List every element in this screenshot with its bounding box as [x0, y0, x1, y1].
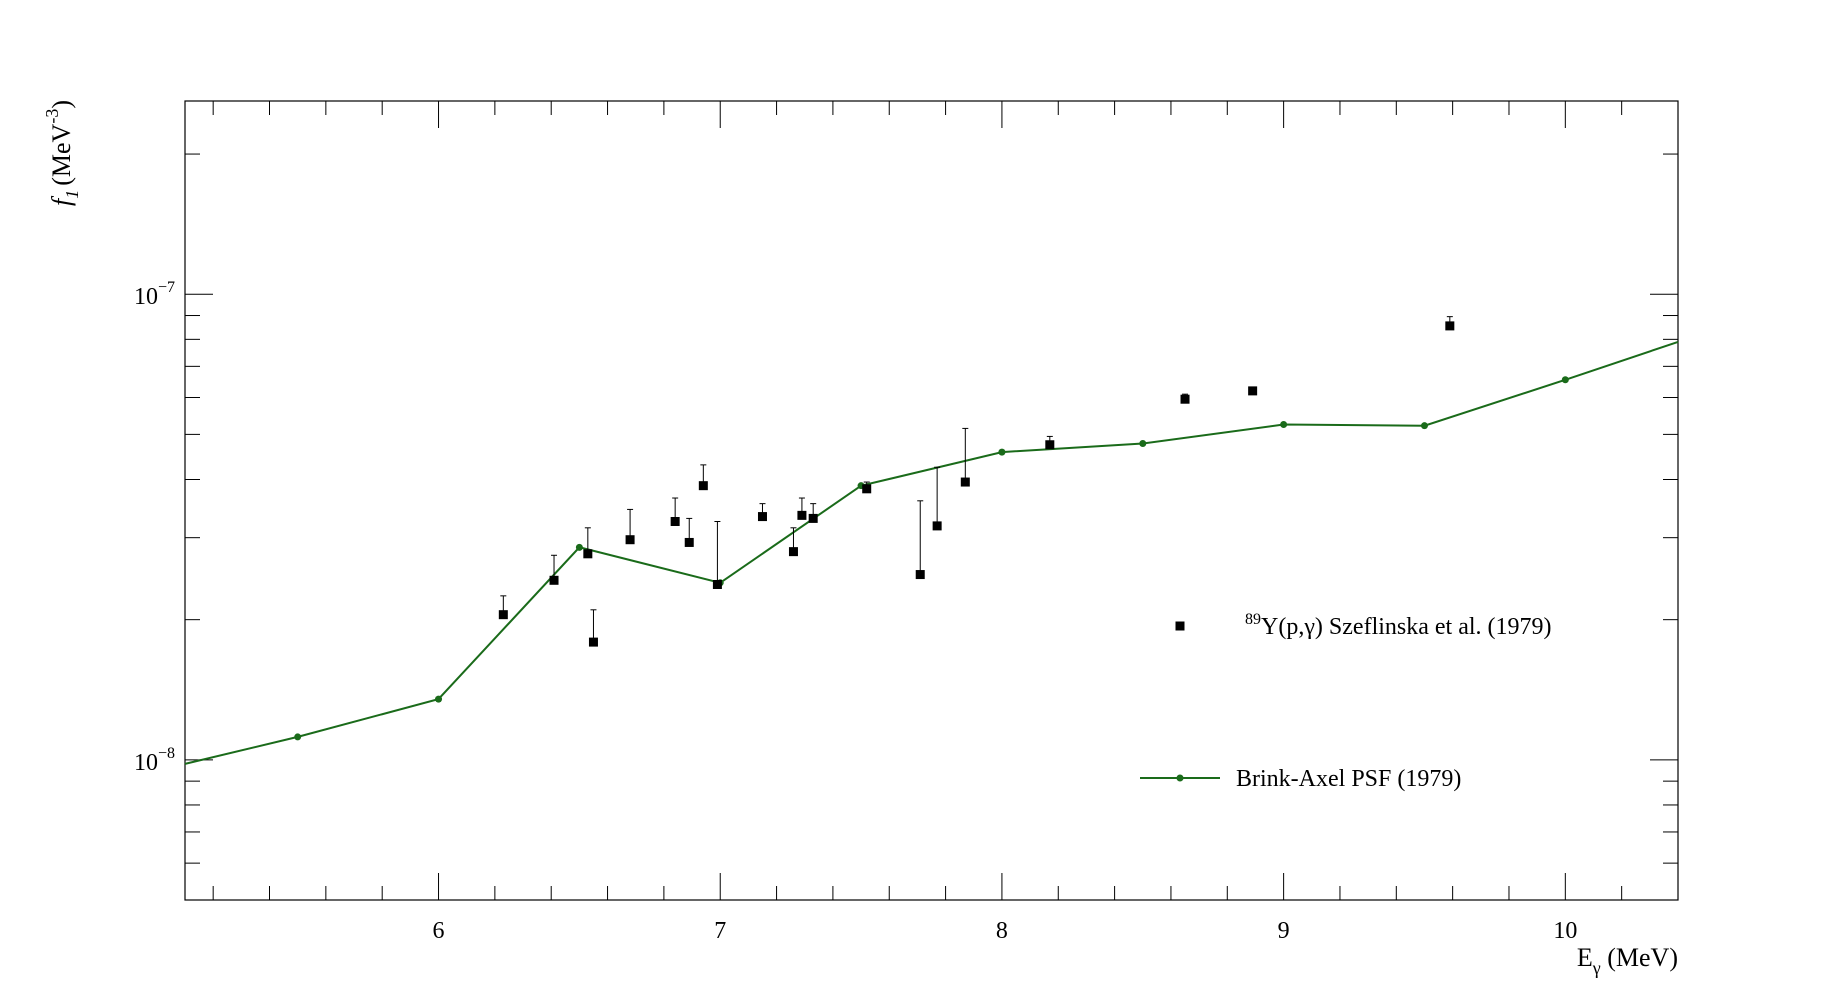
data-point-marker [1045, 440, 1055, 450]
x-tick-label: 10 [1553, 918, 1577, 944]
y-axis-label-close: ) [47, 100, 76, 109]
brink-axel-marker [294, 733, 302, 741]
data-point-marker [498, 610, 508, 620]
x-tick-label: 9 [1278, 918, 1290, 944]
data-point-marker [788, 547, 798, 557]
legend-marker-brink-axel [1176, 774, 1184, 782]
legend-marker-szeflinska [1175, 621, 1185, 631]
y-axis-label: f1 (MeV-3) [42, 100, 82, 206]
y-tick-label: 10−7 [134, 279, 175, 310]
brink-axel-marker [1561, 376, 1569, 384]
data-point-marker [757, 512, 767, 522]
data-point-marker [1248, 386, 1258, 396]
data-point-marker [583, 549, 593, 559]
legend-label-superscript: 89 [1245, 611, 1261, 628]
data-point-marker [1180, 394, 1190, 404]
data-point-marker [712, 579, 722, 589]
axis-labels: Eγ (MeV) f1 (MeV-3) [42, 100, 1678, 978]
brink-axel-marker [998, 448, 1006, 456]
y-axis-label-superscript: -3 [42, 109, 62, 124]
data-point-marker [625, 535, 635, 545]
legend-label-brink-axel: Brink-Axel PSF (1979) [1236, 766, 1461, 792]
y-axis-label-unit: (MeV [47, 123, 76, 185]
y-axis-label-f: f [47, 195, 76, 206]
data-point-marker [915, 570, 925, 580]
y-tick-exponent: −8 [158, 745, 175, 762]
data-point-marker [1445, 321, 1455, 331]
x-tick-label: 7 [714, 918, 726, 944]
x-axis-label-unit: (MeV) [1601, 943, 1678, 972]
data-point-marker [698, 481, 708, 491]
data-point-marker [588, 637, 598, 647]
legend-label-text: Y(p,γ) Szeflinska et al. (1979) [1261, 614, 1552, 640]
brink-axel-marker [1139, 439, 1147, 447]
brink-axel-marker [435, 695, 443, 703]
data-point-marker [797, 510, 807, 520]
data-point-marker [960, 477, 970, 487]
y-axis-label-subscript: 1 [62, 190, 82, 199]
x-axis-label-base: E [1577, 943, 1593, 972]
x-tick-label: 8 [996, 918, 1008, 944]
data-point-marker [549, 575, 559, 585]
data-point-marker [932, 521, 942, 531]
data-point-marker [684, 537, 694, 547]
brink-axel-marker [1280, 421, 1288, 429]
x-tick-label: 6 [433, 918, 445, 944]
series-layer [184, 316, 1679, 765]
data-point-marker [670, 516, 680, 526]
y-tick-label: 10−8 [134, 745, 175, 776]
y-tick-exponent: −7 [158, 279, 175, 296]
brink-axel-marker [575, 543, 583, 551]
plot-frame [184, 100, 1679, 901]
data-point-marker [808, 513, 818, 523]
legend-label-szeflinska: 89Y(p,γ) Szeflinska et al. (1979) [1245, 611, 1552, 640]
y-tick-base: 10 [134, 284, 158, 310]
data-point-marker [862, 484, 872, 494]
brink-axel-line [184, 340, 1679, 765]
y-tick-base: 10 [134, 750, 158, 776]
legend: 89Y(p,γ) Szeflinska et al. (1979) Brink-A… [1140, 611, 1552, 792]
x-axis-label: Eγ (MeV) [1577, 943, 1678, 978]
x-axis-label-subscript: γ [1592, 958, 1601, 978]
brink-axel-marker [1420, 422, 1428, 430]
